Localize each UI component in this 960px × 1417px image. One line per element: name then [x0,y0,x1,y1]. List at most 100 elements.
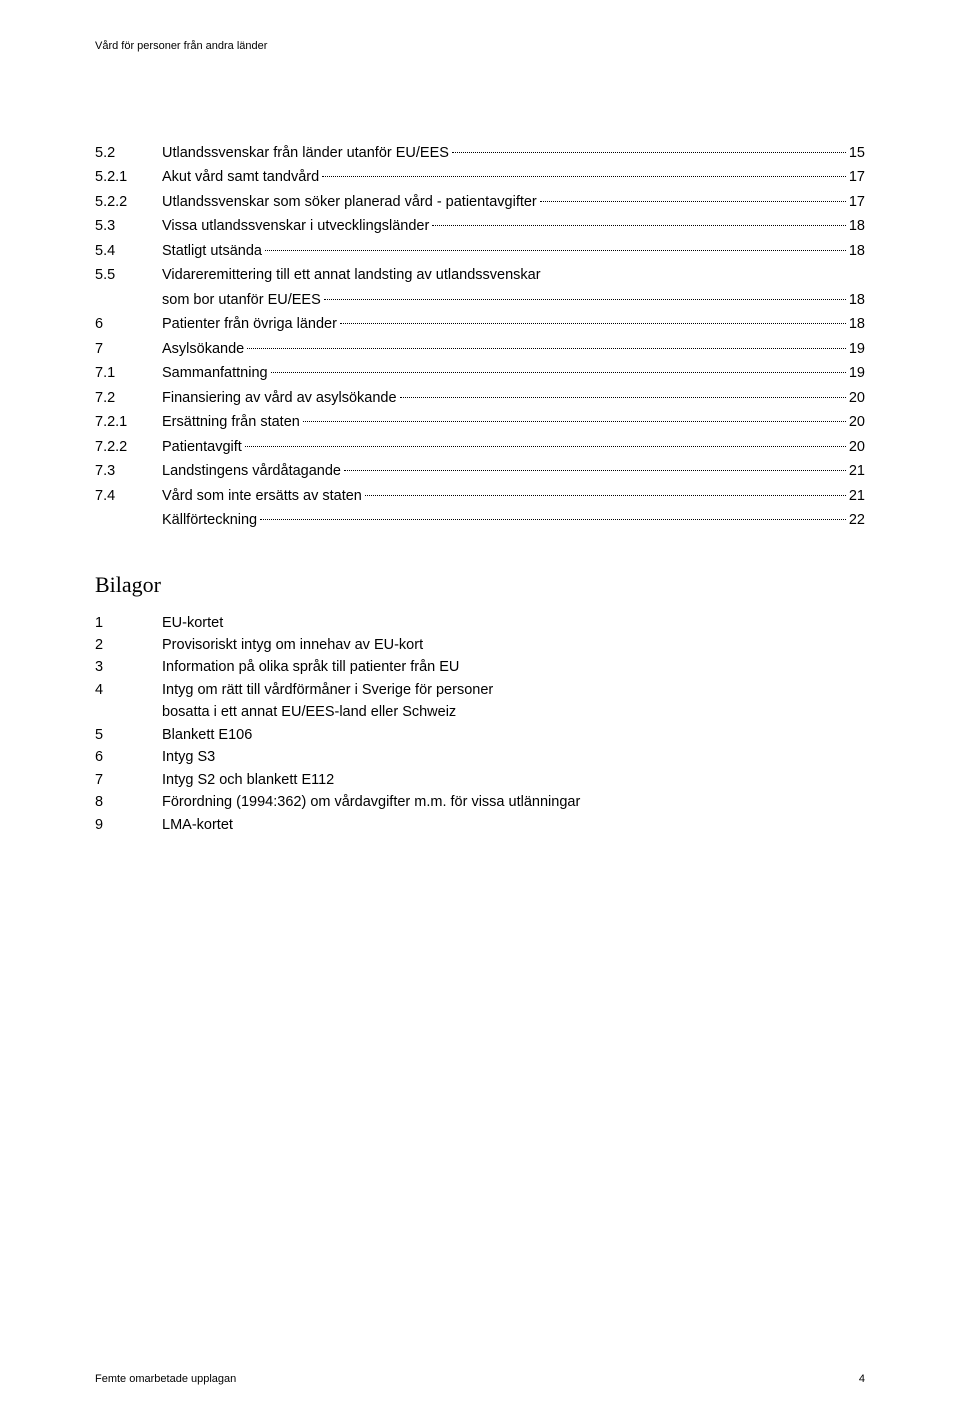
bilagor-title: LMA-kortet [162,814,233,836]
bilagor-row: 2Provisoriskt intyg om innehav av EU-kor… [95,634,865,656]
bilagor-row: 3Information på olika språk till patient… [95,656,865,678]
bilagor-heading: Bilagor [95,572,865,598]
bilagor-row: 5Blankett E106 [95,724,865,746]
toc-leader [365,495,846,496]
bilagor-title: Provisoriskt intyg om innehav av EU-kort [162,634,423,656]
toc-title: Utlandssvenskar som söker planerad vård … [162,191,537,213]
bilagor-row: 4Intyg om rätt till vårdförmåner i Sveri… [95,679,865,701]
toc-leader [400,397,846,398]
bilagor-title: Intyg om rätt till vårdförmåner i Sverig… [162,679,493,701]
toc-number: 7.4 [95,485,162,507]
toc-leader [247,348,846,349]
toc-leader [432,225,846,226]
toc-leader [340,323,846,324]
table-of-contents: 5.2Utlandssvenskar från länder utanför E… [95,142,865,532]
bilagor-title: Intyg S2 och blankett E112 [162,769,334,791]
bilagor-number: 8 [95,791,162,813]
toc-row: 5.2.1Akut vård samt tandvård 17 [95,166,865,188]
bilagor-continuation: bosatta i ett annat EU/EES-land eller Sc… [162,701,865,723]
bilagor-number: 5 [95,724,162,746]
toc-row: 7.2Finansiering av vård av asylsökande20 [95,387,865,409]
toc-page: 19 [849,362,865,384]
bilagor-row: 1EU-kortet [95,612,865,634]
bilagor-row: 8Förordning (1994:362) om vårdavgifter m… [95,791,865,813]
toc-row: 7.4Vård som inte ersätts av staten 21 [95,485,865,507]
toc-title: Akut vård samt tandvård [162,166,319,188]
toc-page: 22 [849,509,865,531]
bilagor-title: Blankett E106 [162,724,252,746]
toc-page: 17 [849,166,865,188]
toc-title: Vissa utlandssvenskar i utvecklingslände… [162,215,429,237]
toc-title: Patienter från övriga länder [162,313,337,335]
document-page: Vård för personer från andra länder 5.2U… [0,0,960,1417]
toc-row: 5.2Utlandssvenskar från länder utanför E… [95,142,865,164]
toc-number: 7.3 [95,460,162,482]
toc-title: som bor utanför EU/EES [162,289,321,311]
toc-row: 7.2.1Ersättning från staten 20 [95,411,865,433]
toc-number: 5.3 [95,215,162,237]
bilagor-title: Information på olika språk till patiente… [162,656,459,678]
toc-title: Landstingens vårdåtagande [162,460,341,482]
toc-number: 5.2.1 [95,166,162,188]
toc-title: Utlandssvenskar från länder utanför EU/E… [162,142,449,164]
bilagor-title: Intyg S3 [162,746,215,768]
toc-page: 18 [849,215,865,237]
toc-leader [265,250,846,251]
toc-page: 20 [849,436,865,458]
footer-page-number: 4 [859,1373,865,1385]
toc-title: Finansiering av vård av asylsökande [162,387,397,409]
toc-row: Källförteckning 22 [162,509,865,531]
toc-row: 7.2.2Patientavgift 20 [95,436,865,458]
toc-row: 5.4Statligt utsända 18 [95,240,865,262]
toc-number: 7.2.2 [95,436,162,458]
toc-title: Patientavgift [162,436,242,458]
toc-page: 21 [849,485,865,507]
page-footer: Femte omarbetade upplagan 4 [95,1373,865,1385]
toc-title: Ersättning från staten [162,411,300,433]
toc-title: Statligt utsända [162,240,262,262]
toc-row: 5.3Vissa utlandssvenskar i utvecklingslä… [95,215,865,237]
toc-page: 15 [849,142,865,164]
toc-number: 7 [95,338,162,360]
toc-number: 5.2 [95,142,162,164]
toc-title: Asylsökande [162,338,244,360]
bilagor-row: 9LMA-kortet [95,814,865,836]
bilagor-row: 6Intyg S3 [95,746,865,768]
toc-row: 5.2.2Utlandssvenskar som söker planerad … [95,191,865,213]
toc-leader [344,470,846,471]
toc-number: 5.4 [95,240,162,262]
bilagor-title: EU-kortet [162,612,223,634]
toc-row: 7Asylsökande 19 [95,338,865,360]
running-header: Vård för personer från andra länder [95,40,865,52]
toc-row: som bor utanför EU/EES18 [162,289,865,311]
toc-page: 18 [849,313,865,335]
toc-leader [452,152,846,153]
toc-number: 7.2.1 [95,411,162,433]
toc-page: 19 [849,338,865,360]
toc-title: Sammanfattning [162,362,268,384]
toc-number: 6 [95,313,162,335]
toc-leader [322,176,846,177]
bilagor-number: 1 [95,612,162,634]
toc-leader [271,372,846,373]
bilagor-list: 1EU-kortet2Provisoriskt intyg om innehav… [95,612,865,837]
toc-page: 20 [849,411,865,433]
bilagor-number: 3 [95,656,162,678]
toc-title: Vård som inte ersätts av staten [162,485,362,507]
toc-title: Källförteckning [162,509,257,531]
bilagor-number: 4 [95,679,162,701]
toc-leader [260,519,846,520]
toc-leader [324,299,846,300]
bilagor-number: 6 [95,746,162,768]
toc-row: 7.1Sammanfattning 19 [95,362,865,384]
toc-row: 5.5Vidareremittering till ett annat land… [95,264,865,286]
toc-number: 5.5 [95,264,162,286]
toc-number: 5.2.2 [95,191,162,213]
toc-page: 18 [849,240,865,262]
toc-row: 6Patienter från övriga länder 18 [95,313,865,335]
toc-title: Vidareremittering till ett annat landsti… [162,264,541,286]
toc-page: 17 [849,191,865,213]
toc-number: 7.1 [95,362,162,384]
bilagor-number: 7 [95,769,162,791]
toc-leader [303,421,846,422]
